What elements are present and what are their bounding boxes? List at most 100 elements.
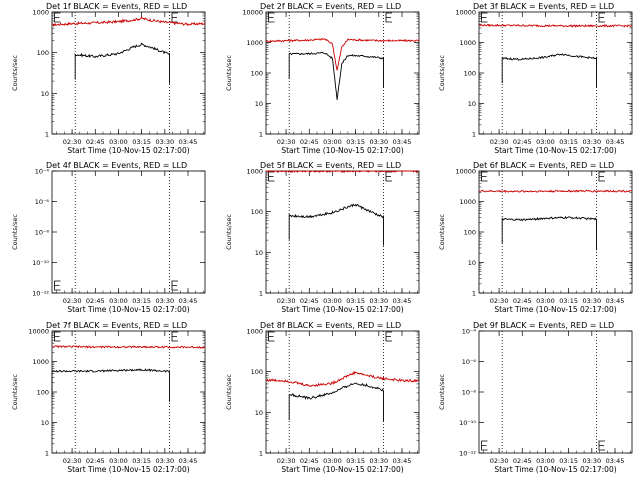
x-tick-label: 03:30 [369, 138, 388, 146]
x-tick-label: 03:30 [582, 457, 601, 465]
y-tick-label: 10⁻⁶ [462, 358, 477, 366]
y-axis-label: Counts/sec [225, 214, 233, 250]
x-tick-label: 03:30 [369, 297, 388, 305]
events-rate-line [288, 51, 384, 100]
y-tick-label: 10⁻¹⁰ [459, 419, 476, 427]
events-rate-line [501, 215, 597, 251]
y-tick-label: 10⁻⁴ [462, 328, 477, 336]
y-tick-label: 1000 [246, 168, 263, 176]
x-axis-label: Start Time (10-Nov-15 02:17:00) [67, 465, 189, 474]
y-tick-label: 1 [45, 450, 49, 458]
chart-panel-4: Det 4f BLACK = Events, RED = LLD Counts/s… [11, 161, 206, 314]
plot-frame [265, 330, 420, 454]
x-tick-label: 02:30 [63, 457, 82, 465]
e-marker-icon [598, 171, 605, 182]
y-tick-label: 1000 [459, 39, 476, 47]
y-tick-label: 10⁻⁴ [35, 168, 50, 176]
x-tick-label: 03:00 [109, 457, 128, 465]
chart-panel-3: Det 3f BLACK = Events, RED = LLD Counts/s… [438, 2, 633, 155]
x-tick-label: 02:45 [513, 297, 532, 305]
y-axis-label: Counts/sec [438, 374, 446, 410]
e-marker-icon [598, 440, 605, 451]
chart-panel-5: Det 5f BLACK = Events, RED = LLD Counts/s… [225, 161, 420, 314]
x-tick-label: 02:30 [277, 457, 296, 465]
x-tick-label: 03:15 [346, 297, 365, 305]
chart-panel-9: Det 9f BLACK = Events, RED = LLD Counts/s… [438, 321, 633, 474]
x-tick-label: 03:45 [606, 297, 625, 305]
y-axis-label: Counts/sec [225, 55, 233, 91]
x-tick-label: 02:45 [300, 297, 319, 305]
e-marker-icon [481, 12, 488, 23]
x-tick-label: 03:45 [179, 297, 198, 305]
chart-panel-7: Det 7f BLACK = Events, RED = LLD Counts/s… [11, 321, 206, 474]
y-tick-label: 1 [472, 290, 476, 298]
x-tick-label: 03:45 [606, 138, 625, 146]
e-marker-icon [385, 12, 392, 23]
events-rate-line [501, 53, 597, 88]
lld-rate-line [265, 370, 420, 388]
x-tick-label: 03:00 [109, 138, 128, 146]
chart-title: Det 2f BLACK = Events, RED = LLD [260, 2, 401, 11]
x-tick-label: 03:15 [132, 138, 151, 146]
plot-frame [265, 170, 420, 294]
y-tick-label: 1000 [459, 198, 476, 206]
x-tick-label: 02:30 [277, 138, 296, 146]
x-tick-label: 03:30 [582, 138, 601, 146]
lld-rate-line [478, 189, 633, 194]
y-tick-label: 10⁻¹² [32, 290, 49, 298]
chart-panel-2: Det 2f BLACK = Events, RED = LLD Counts/s… [225, 2, 420, 155]
events-rate-line [288, 382, 384, 422]
e-marker-icon [268, 331, 275, 342]
x-tick-label: 03:30 [155, 457, 174, 465]
y-tick-label: 10000 [455, 168, 476, 176]
x-axis-label: Start Time (10-Nov-15 02:17:00) [281, 305, 403, 314]
e-marker-icon [598, 12, 605, 23]
e-marker-icon [385, 331, 392, 342]
y-tick-label: 10 [41, 419, 49, 427]
events-rate-line [74, 42, 170, 84]
x-tick-label: 02:45 [86, 297, 105, 305]
y-tick-label: 100 [251, 208, 263, 216]
e-marker-icon [481, 440, 488, 451]
lld-rate-line [478, 23, 633, 28]
chart-panel-8: Det 8f BLACK = Events, RED = LLD Counts/s… [225, 321, 420, 474]
y-tick-label: 100 [464, 229, 476, 237]
x-axis-label: Start Time (10-Nov-15 02:17:00) [67, 146, 189, 155]
x-tick-label: 03:15 [132, 297, 151, 305]
y-tick-label: 10⁻⁸ [35, 229, 50, 237]
y-tick-label: 1000 [246, 328, 263, 336]
x-tick-label: 03:15 [559, 138, 578, 146]
x-tick-label: 02:45 [86, 457, 105, 465]
x-tick-label: 03:00 [536, 457, 555, 465]
y-tick-label: 100 [251, 368, 263, 376]
x-tick-label: 02:30 [490, 138, 509, 146]
x-tick-label: 02:45 [513, 457, 532, 465]
y-tick-label: 1 [259, 131, 263, 139]
y-tick-label: 1 [45, 131, 49, 139]
lld-rate-line [266, 170, 419, 173]
e-marker-icon [171, 331, 178, 342]
e-marker-icon [268, 12, 275, 23]
e-marker-icon [268, 171, 275, 182]
x-tick-label: 02:30 [490, 297, 509, 305]
chart-title: Det 6f BLACK = Events, RED = LLD [473, 161, 614, 170]
x-axis-label: Start Time (10-Nov-15 02:17:00) [494, 465, 616, 474]
chart-title: Det 4f BLACK = Events, RED = LLD [46, 161, 187, 170]
x-tick-label: 02:30 [63, 297, 82, 305]
x-tick-label: 02:30 [490, 457, 509, 465]
y-axis-label: Counts/sec [225, 374, 233, 410]
x-tick-label: 03:45 [606, 457, 625, 465]
events-rate-line [51, 368, 170, 402]
y-axis-label: Counts/sec [11, 374, 19, 410]
y-tick-label: 1 [259, 450, 263, 458]
y-tick-label: 1000 [246, 39, 263, 47]
y-tick-label: 10000 [28, 328, 49, 336]
e-marker-icon [54, 12, 61, 23]
e-marker-icon [54, 331, 61, 342]
y-tick-label: 10000 [242, 9, 263, 17]
y-tick-label: 100 [37, 49, 49, 57]
y-tick-label: 10⁻⁸ [462, 389, 477, 397]
plot-frame [51, 11, 206, 135]
x-tick-label: 03:15 [559, 297, 578, 305]
